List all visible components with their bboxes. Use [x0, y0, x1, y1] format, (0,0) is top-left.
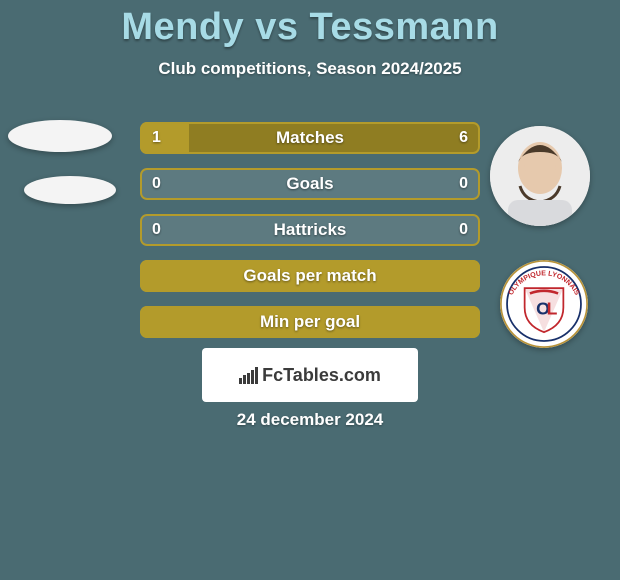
- portrait-icon: [490, 126, 590, 226]
- branding-badge: FcTables.com: [202, 348, 418, 402]
- stats-panel: 16Matches 00Goals 00Hattricks Goals per mat…: [140, 122, 480, 352]
- left-player-avatar: [8, 120, 112, 152]
- page-subtitle: Club competitions, Season 2024/2025: [0, 49, 620, 79]
- infographic-date: 24 december 2024: [0, 410, 620, 430]
- stat-row: Goals per match: [140, 260, 480, 292]
- branding-text: FcTables.com: [262, 365, 381, 386]
- stat-label: Goals per match: [140, 260, 480, 292]
- svg-text:L: L: [547, 299, 558, 319]
- comparison-infographic: Mendy vs Tessmann Club competitions, Sea…: [0, 0, 620, 580]
- stat-row: Min per goal: [140, 306, 480, 338]
- right-club-badge: OLYMPIQUE LYONNAIS O L: [500, 260, 588, 348]
- ol-crest-icon: OLYMPIQUE LYONNAIS O L: [500, 260, 588, 348]
- stat-row: 00Hattricks: [140, 214, 480, 246]
- stat-label: Hattricks: [140, 214, 480, 246]
- left-club-badge: [24, 176, 116, 204]
- stat-row: 00Goals: [140, 168, 480, 200]
- page-title: Mendy vs Tessmann: [0, 0, 620, 49]
- right-player-avatar: [490, 126, 590, 226]
- bar-chart-icon: [239, 367, 258, 384]
- stat-label: Matches: [140, 122, 480, 154]
- stat-label: Goals: [140, 168, 480, 200]
- stat-label: Min per goal: [140, 306, 480, 338]
- stat-row: 16Matches: [140, 122, 480, 154]
